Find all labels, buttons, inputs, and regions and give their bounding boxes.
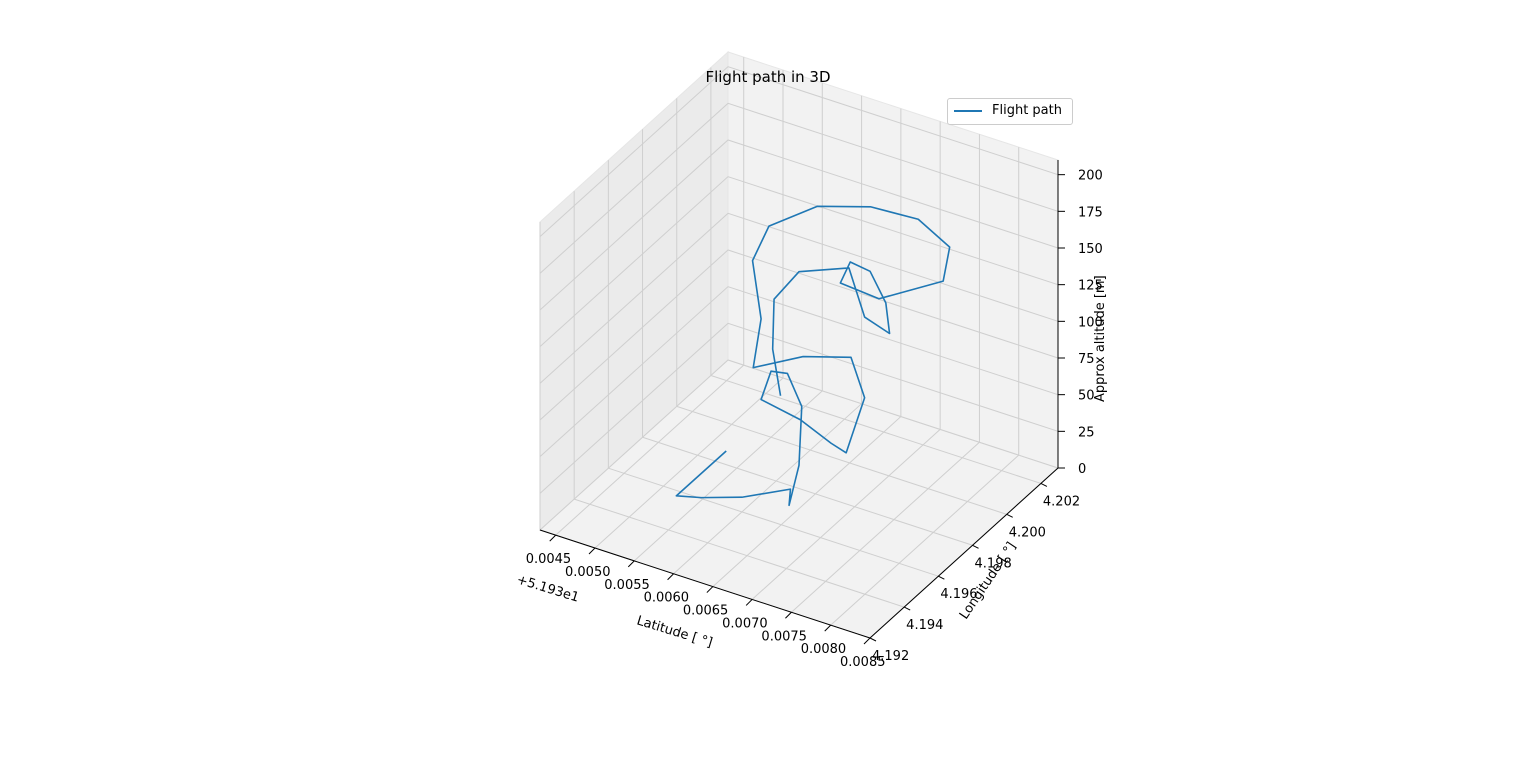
z-tick-label: 200 — [1078, 169, 1103, 184]
y-tick-mark — [903, 606, 911, 611]
x-tick-mark — [588, 547, 596, 555]
tick-labels: 0.00450.00500.00550.00600.00650.00700.00… — [526, 169, 1103, 670]
x-axis-label: Latitude [ °] — [635, 613, 714, 650]
y-tick-mark — [1040, 483, 1048, 487]
z-grid-line — [539, 249, 1059, 421]
z-tick-label: 50 — [1078, 389, 1095, 404]
y-tick-label: 4.194 — [906, 618, 943, 633]
y-tick-label: 4.200 — [1009, 525, 1046, 540]
z-grid-line — [539, 212, 1059, 384]
x-tick-label: 0.0050 — [565, 565, 611, 580]
legend-label: Flight path — [992, 103, 1062, 118]
x-tick-mark — [785, 611, 792, 619]
grid-lines — [539, 57, 1059, 639]
z-tick-label: 75 — [1078, 352, 1095, 367]
z-grid-line — [539, 286, 1059, 458]
z-grid-line — [539, 322, 1059, 494]
z-tick-label: 175 — [1078, 205, 1103, 220]
y-axis-line — [869, 467, 1059, 639]
x-tick-label: 0.0085 — [840, 655, 886, 670]
flight-path-line — [675, 205, 951, 507]
y-tick-label: 4.192 — [872, 649, 909, 664]
y-tick-mark — [869, 637, 877, 642]
x-tick-mark — [863, 637, 871, 645]
x-tick-label: 0.0045 — [526, 552, 572, 567]
x-tick-mark — [667, 573, 674, 581]
chart-title: Flight path in 3D — [705, 68, 831, 86]
y-tick-label: 4.198 — [975, 556, 1012, 571]
z-tick-label: 150 — [1078, 242, 1103, 257]
z-grid-line — [539, 66, 1059, 238]
z-tick-label: 125 — [1078, 279, 1103, 294]
x-tick-mark — [627, 560, 635, 568]
flight-path-layer — [675, 205, 951, 507]
x-tick-label: 0.0060 — [644, 591, 690, 606]
z-grid-line — [539, 139, 1059, 311]
x-tick-mark — [824, 624, 832, 632]
z-tick-label: 25 — [1078, 425, 1095, 440]
y-tick-mark — [938, 575, 945, 580]
z-tick-label: 0 — [1078, 462, 1086, 477]
y-tick-label: 4.202 — [1043, 494, 1080, 509]
z-tick-label: 100 — [1078, 315, 1103, 330]
x-tick-label: 0.0065 — [683, 604, 729, 619]
legend-line-swatch — [954, 110, 982, 112]
z-grid-line — [539, 102, 1059, 274]
z-grid-line — [539, 359, 1059, 531]
x-tick-mark — [706, 586, 714, 593]
y-tick-mark — [1006, 513, 1013, 518]
y-tick-mark — [972, 544, 979, 549]
legend: Flight path — [947, 98, 1073, 125]
z-grid-line — [539, 176, 1059, 348]
x-tick-label: 0.0080 — [801, 642, 847, 657]
y-axis-label: Longitude [ °] — [957, 540, 1020, 623]
z-axis-label: Approx altitude [m] — [1093, 275, 1108, 402]
axis-panes — [539, 50, 1059, 639]
x-tick-label: 0.0075 — [761, 629, 807, 644]
x-tick-label: 0.0070 — [722, 616, 768, 631]
y-tick-label: 4.196 — [940, 587, 977, 602]
x-tick-mark — [549, 534, 557, 542]
x-tick-mark — [745, 599, 753, 606]
x-tick-label: 0.0055 — [604, 578, 650, 593]
